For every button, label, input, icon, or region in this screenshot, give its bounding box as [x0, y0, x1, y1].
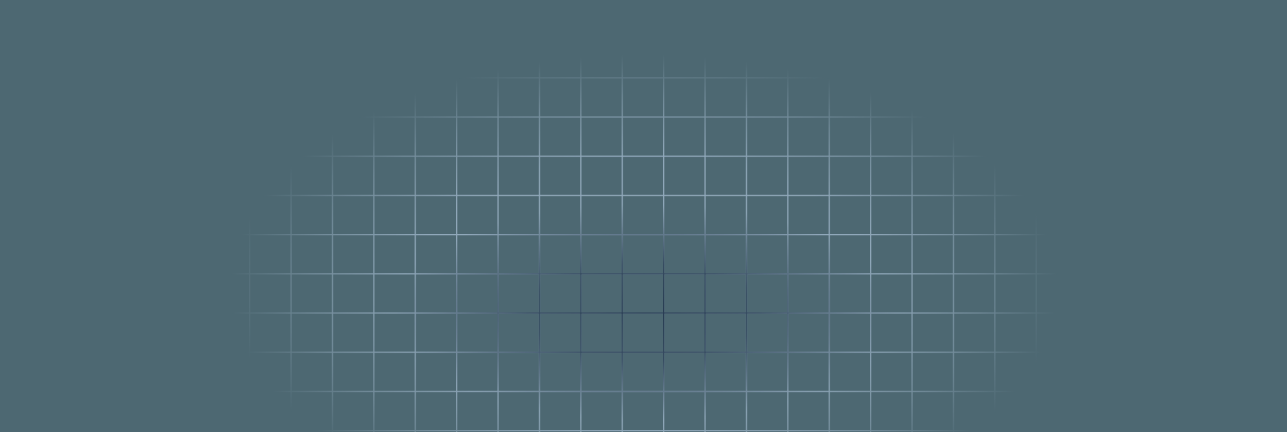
grid-dome-graphic [0, 0, 1287, 432]
grid-dark-layer [0, 0, 1287, 432]
grid-dome [0, 0, 1287, 432]
hero-background [0, 0, 1287, 432]
